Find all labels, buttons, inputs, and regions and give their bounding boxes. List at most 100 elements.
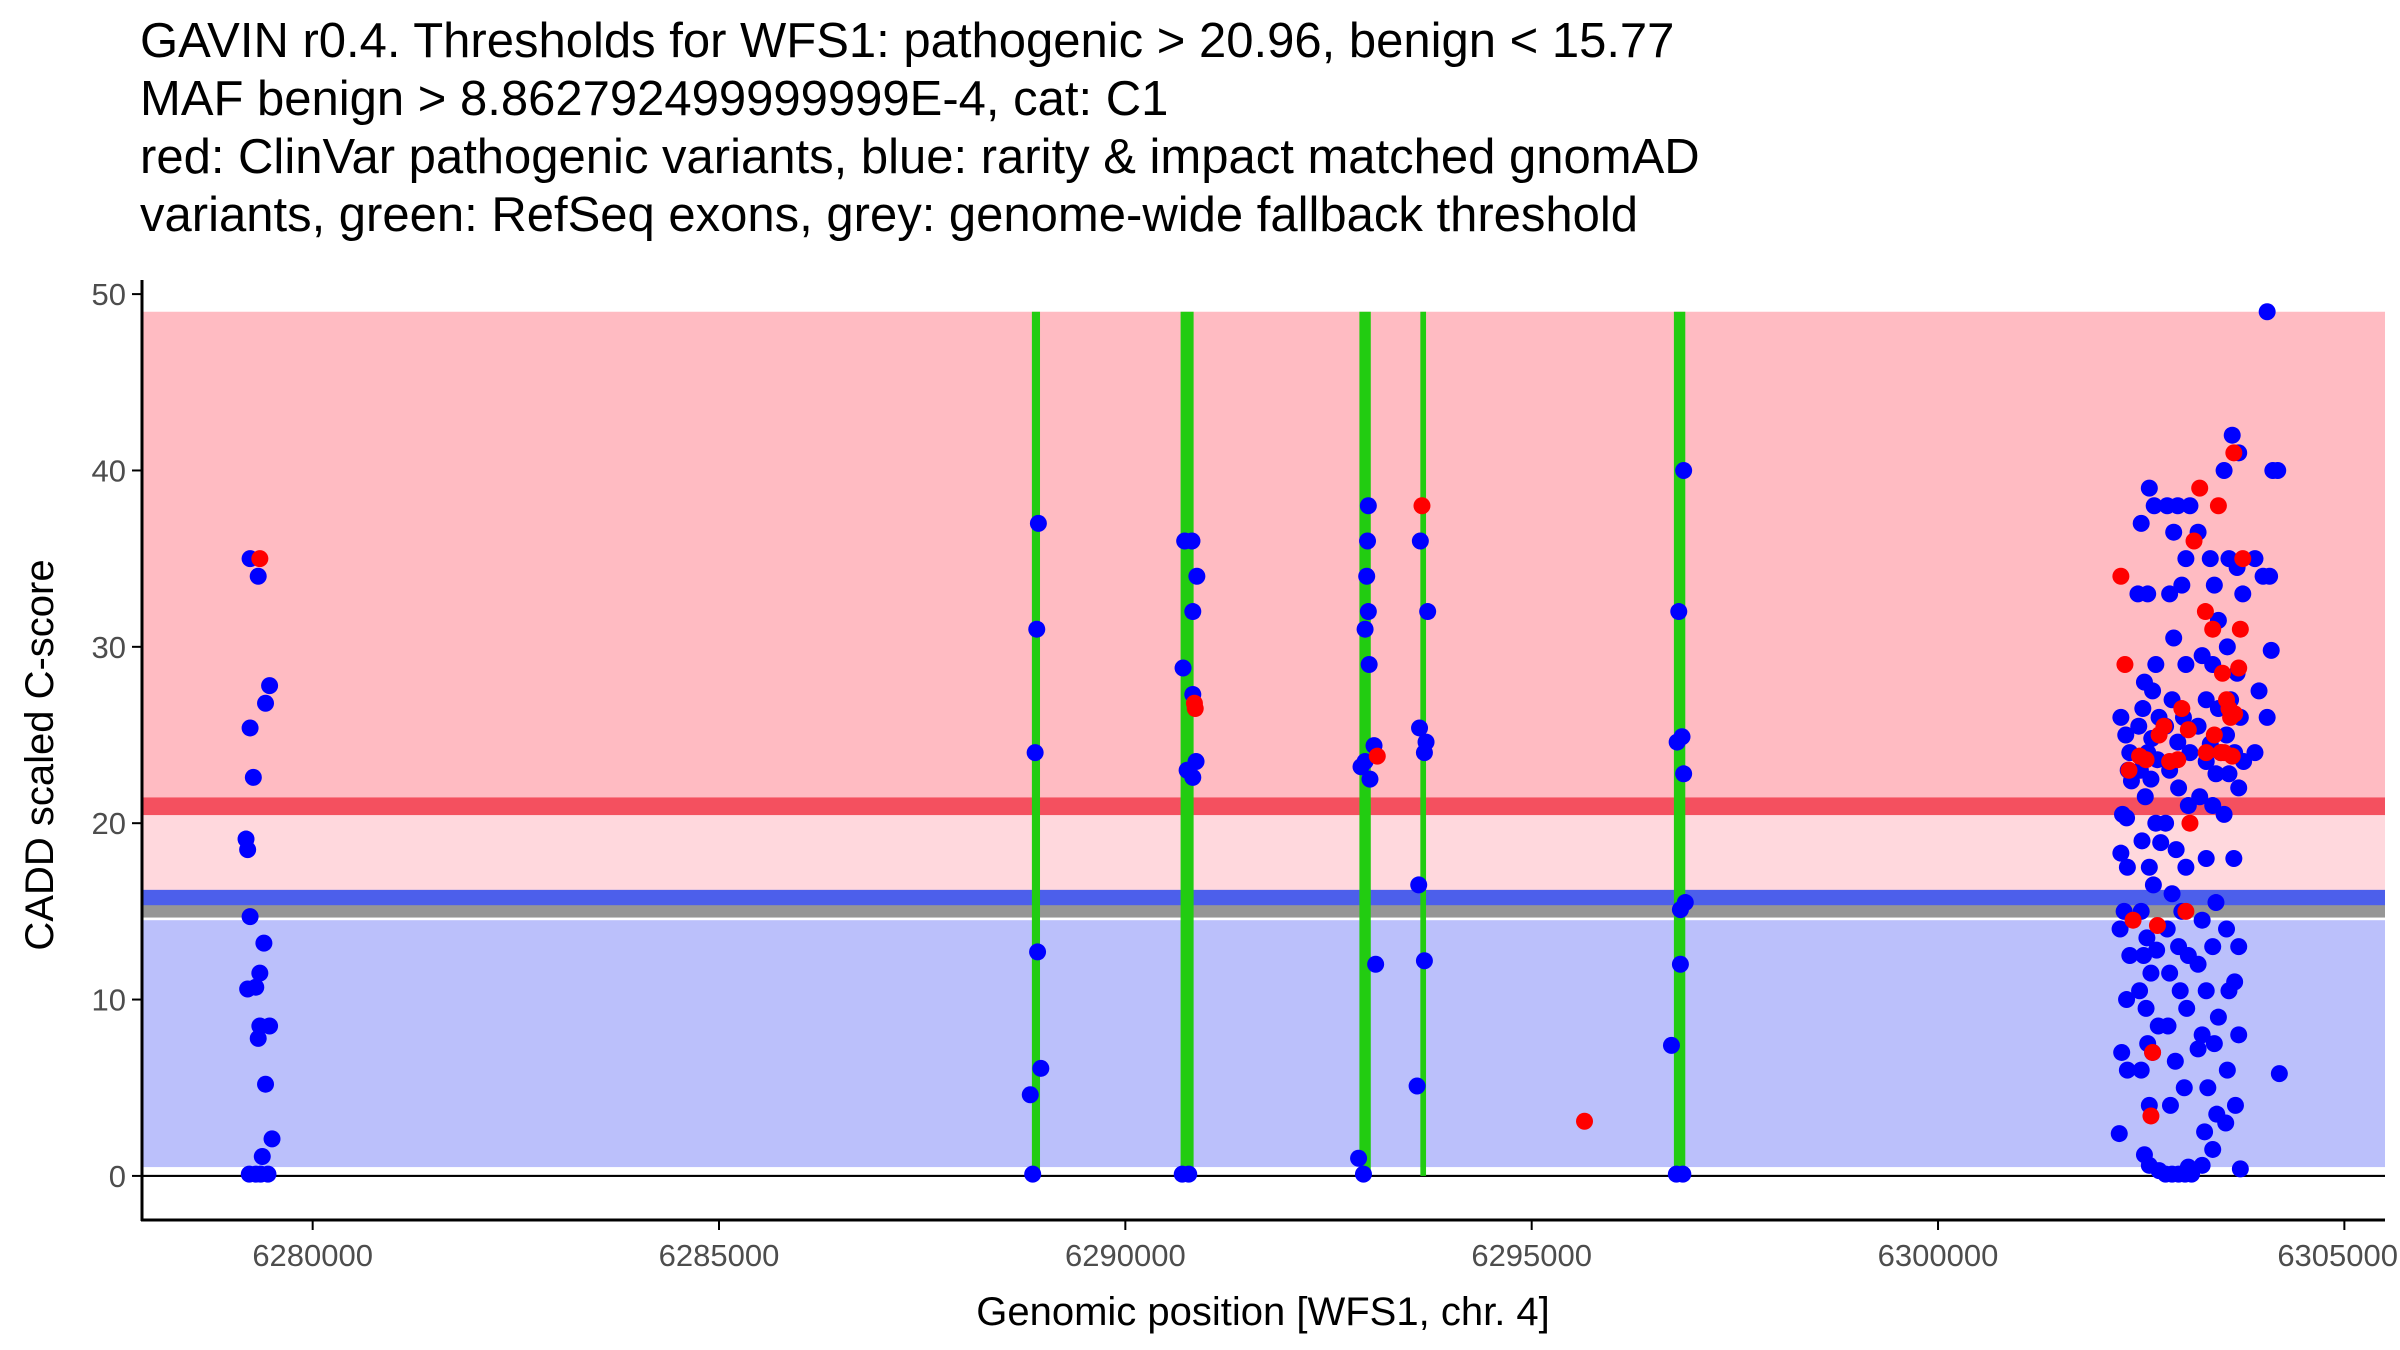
clinvar-point [2137,751,2155,769]
gnomad-point [257,1075,275,1093]
gnomad-point [1360,655,1378,673]
gnomad-point [2112,844,2130,862]
gnomad-point [2225,849,2243,867]
gnomad-point [2118,991,2136,1009]
gnomad-point [1028,620,1046,638]
clinvar-point [1576,1112,1594,1130]
clinvar-point [2120,761,2138,779]
gnomad-point [2173,576,2191,594]
x-tick-label: 6290000 [1065,1238,1186,1273]
gnomad-point [2113,1043,2131,1061]
clinvar-point [2225,444,2243,462]
gnomad-point [2178,999,2196,1017]
gnomad-point [2118,858,2136,876]
gnomad-point [2197,982,2215,1000]
gnomad-point [2231,1160,2249,1178]
gnomad-point [2130,717,2148,735]
gnomad-point [1032,1059,1050,1077]
gnomad-point [2218,920,2236,938]
title-line-3: red: ClinVar pathogenic variants, blue: … [140,130,1700,184]
y-tick-label: 50 [92,277,126,312]
vous-region [142,806,2385,898]
benign-region [142,920,2385,1168]
clinvar-point [2191,479,2209,497]
x-tick-label: 6300000 [1878,1238,1999,1273]
gnomad-point [1029,943,1047,961]
gnomad-point [2159,1017,2177,1035]
clinvar-point [2148,916,2166,934]
gnomad-point [2117,726,2135,744]
gnomad-point [2189,955,2207,973]
gnomad-point [2132,1061,2150,1079]
gnomad-point [2133,832,2151,850]
gnomad-point [2142,964,2160,982]
gnomad-point [2137,999,2155,1017]
gnomad-point [2140,479,2158,497]
clinvar-point [2173,700,2191,718]
fallback-threshold-line [142,905,2385,918]
gnomad-point [1674,1165,1692,1183]
gnomad-point [2177,858,2195,876]
gnomad-point [1671,955,1689,973]
gnomad-point [2136,788,2154,806]
gnomad-point [1352,758,1370,776]
gnomad-point [244,768,262,786]
gnomad-point [1180,1165,1198,1183]
gnomad-point [2112,708,2130,726]
gnomad-point [2207,765,2225,783]
gnomad-point [2197,849,2215,867]
clinvar-point [2197,744,2215,762]
clinvar-point [2213,664,2231,682]
clinvar-point [1186,700,1204,718]
gnomad-point [2181,497,2199,515]
gnomad-point [2148,941,2166,959]
gnomad-point [249,1029,267,1047]
pathogenic-threshold-line [142,797,2385,816]
gnomad-point [2220,982,2238,1000]
gnomad-point [2169,733,2187,751]
gnomad-point [2197,691,2215,709]
clinvar-point [2124,911,2142,929]
y-tick-label: 40 [92,453,126,488]
clinvar-point [2185,532,2203,550]
gnomad-point [2147,655,2165,673]
gnomad-point [2138,929,2156,947]
gnomad-point [2207,894,2225,912]
gnomad-point [1671,901,1689,919]
gnomad-point [2230,779,2248,797]
gnomad-point [2163,885,2181,903]
gnomad-point [1662,1036,1680,1054]
gnomad-point [249,567,267,585]
gnomad-point [1359,532,1377,550]
gnomad-point [2204,1140,2222,1158]
gnomad-point [2226,1096,2244,1114]
gnomad-point [1350,1149,1368,1167]
clinvar-point [2223,747,2241,765]
gnomad-point [2193,1026,2211,1044]
axes: 0 10 20 30 40 50 6280000 6285000 6290000 6295000 6… [92,277,2398,1273]
gnomad-point [2205,576,2223,594]
gnomad-point [2134,700,2152,718]
gnomad-point [2230,938,2248,956]
y-axis-label: CADD scaled C-score [18,559,62,950]
gnomad-point [2161,964,2179,982]
gnomad-point [2269,461,2287,479]
gnomad-point [2118,1061,2136,1079]
exon-bar-3 [1359,311,1371,1176]
gnomad-point [1021,1086,1039,1104]
y-tick-label: 10 [92,983,126,1018]
chart-title: GAVIN r0.4. Thresholds for WFS1: pathoge… [140,12,1700,244]
gnomad-point [1415,952,1433,970]
gnomad-point [1419,603,1437,621]
gnomad-point [2218,1061,2236,1079]
gnomad-point [2171,982,2189,1000]
gnomad-point [251,964,269,982]
gnomad-point [2144,876,2162,894]
clinvar-point [2169,751,2187,769]
gnomad-point [241,908,259,926]
gnomad-point [1410,876,1428,894]
title-line-2: MAF benign > 8.862792499999999E-4, cat: … [140,72,1169,126]
gnomad-point [2135,946,2153,964]
gnomad-point [2110,1125,2128,1143]
gnomad-point [2261,567,2279,585]
